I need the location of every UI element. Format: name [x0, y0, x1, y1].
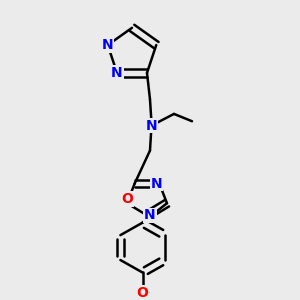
Text: N: N — [111, 66, 123, 80]
Text: N: N — [151, 177, 162, 190]
Text: O: O — [121, 192, 133, 206]
Text: N: N — [146, 118, 157, 133]
Text: O: O — [136, 286, 148, 300]
Text: N: N — [102, 38, 114, 52]
Text: N: N — [144, 208, 156, 222]
